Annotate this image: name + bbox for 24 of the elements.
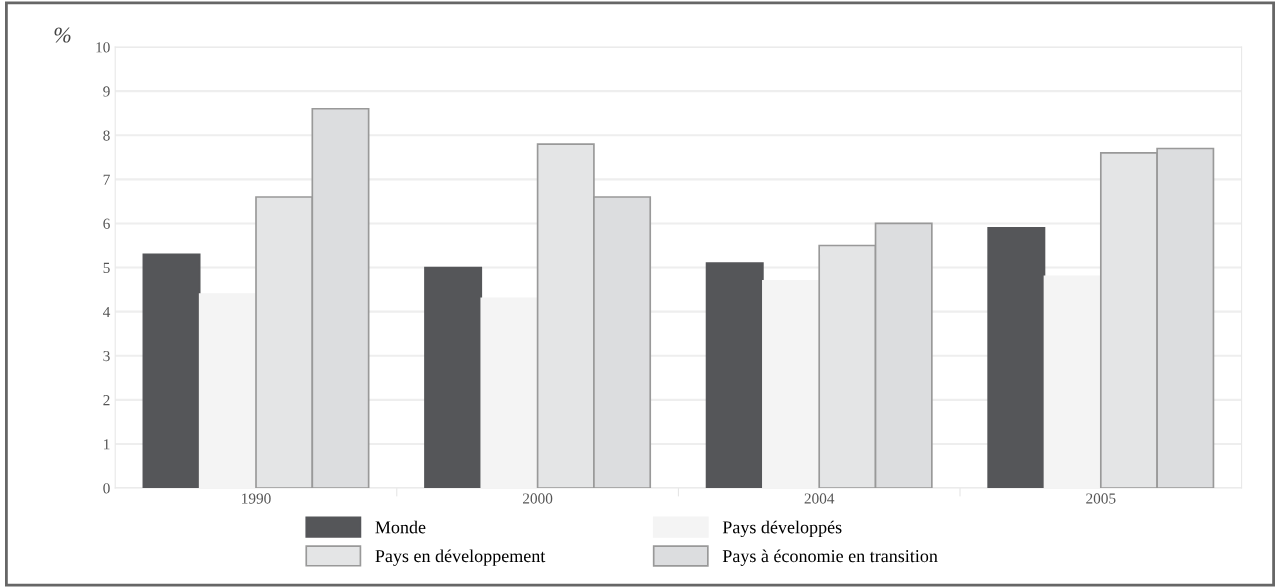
y-tick-label: 5 — [103, 262, 110, 273]
y-tick-label: 1 — [104, 439, 110, 450]
bar — [987, 227, 1046, 489]
bar — [142, 253, 201, 489]
y-tick-label: 7 — [103, 174, 110, 185]
y-tick-label: 8 — [103, 130, 110, 141]
legend-label: Pays développés — [722, 520, 842, 538]
y-tick-label: 2 — [103, 395, 110, 406]
y-axis-title: % — [54, 27, 71, 43]
y-tick-label: 9 — [103, 86, 110, 97]
y-tick-label: 3 — [103, 350, 110, 362]
x-tick-label: 2005 — [1086, 493, 1116, 504]
bar — [424, 266, 483, 489]
x-tick-label: 2000 — [522, 493, 553, 504]
y-tick-label: 10 — [96, 42, 110, 53]
legend-label: Monde — [375, 520, 426, 534]
y-tick-label: 4 — [103, 306, 111, 317]
legend-label: Pays en développement — [375, 549, 546, 566]
bar — [705, 262, 764, 489]
y-tick-label: 0 — [103, 483, 110, 494]
x-tick-label: 2004 — [804, 493, 835, 504]
legend-label: Pays à économie en transition — [722, 549, 938, 566]
x-tick-label: 1990 — [242, 493, 271, 504]
y-tick-label: 6 — [103, 218, 110, 229]
